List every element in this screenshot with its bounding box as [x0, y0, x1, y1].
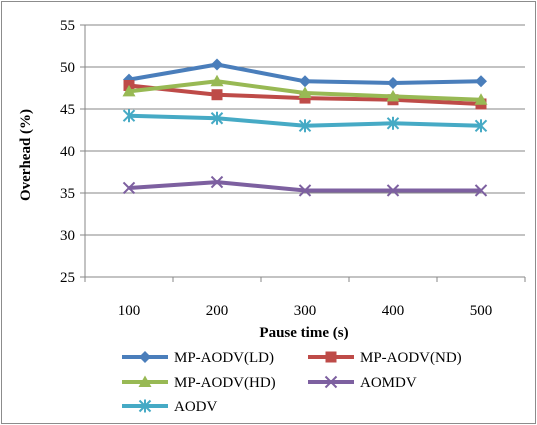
data-point — [474, 119, 488, 133]
legend: MP-AODV(LD) MP-AODV(ND) MP-AODV(HD) AOMDV AO… — [122, 350, 462, 415]
gridlines — [85, 24, 525, 236]
data-point — [386, 116, 400, 130]
data-point — [210, 175, 224, 189]
axes — [80, 24, 526, 282]
legend-item: AODV — [122, 399, 217, 415]
series-group — [122, 58, 488, 197]
data-point — [210, 111, 224, 125]
data-point — [386, 89, 400, 102]
legend-label: MP-AODV(ND) — [360, 350, 462, 366]
y-tick-label: 30 — [60, 228, 75, 244]
x-tick-label: 300 — [294, 303, 317, 319]
data-point — [298, 86, 312, 99]
x-tick-label: 100 — [118, 303, 141, 319]
data-point — [122, 181, 136, 195]
y-tick-label: 50 — [60, 60, 75, 76]
legend-label: AODV — [174, 399, 217, 415]
legend-item: MP-AODV(LD) — [122, 350, 274, 366]
x-axis-title: Pause time (s) — [259, 325, 348, 341]
legend-item: AOMDV — [308, 375, 417, 391]
data-point — [475, 75, 487, 88]
data-point — [474, 184, 488, 197]
y-tick-label: 40 — [60, 144, 75, 160]
data-point — [299, 92, 311, 104]
y-tick-label: 35 — [60, 186, 75, 202]
y-tick-label: 55 — [60, 18, 75, 34]
data-point — [299, 75, 311, 88]
legend-swatch-marker — [325, 351, 337, 363]
y-tick-label: 45 — [60, 102, 75, 118]
data-point — [386, 184, 400, 197]
y-axis-title: Overhead (%) — [18, 109, 34, 201]
data-point — [211, 58, 223, 71]
data-point — [474, 93, 488, 105]
x-tick-label: 200 — [206, 303, 229, 319]
data-point — [298, 184, 312, 197]
x-tick-label: 400 — [382, 303, 405, 319]
legend-swatch-marker — [324, 375, 338, 389]
data-point — [211, 89, 223, 101]
legend-label: MP-AODV(HD) — [174, 375, 276, 391]
data-point — [210, 74, 224, 87]
y-tick-labels: 25 30 35 40 45 50 55 — [60, 18, 75, 286]
legend-swatch-marker — [138, 375, 152, 387]
x-tick-label: 500 — [470, 303, 493, 319]
legend-item: MP-AODV(ND) — [308, 350, 462, 366]
data-point — [298, 119, 312, 133]
y-tick-label: 25 — [60, 270, 75, 286]
legend-label: MP-AODV(LD) — [174, 350, 274, 366]
legend-label: AOMDV — [360, 375, 417, 391]
legend-swatch-marker — [139, 351, 151, 363]
x-tick-labels: 100 200 300 400 500 — [118, 303, 493, 319]
legend-swatch-marker — [138, 399, 152, 413]
legend-item: MP-AODV(HD) — [122, 375, 276, 391]
data-point — [122, 109, 136, 123]
data-point — [387, 76, 399, 89]
data-point — [122, 84, 136, 97]
